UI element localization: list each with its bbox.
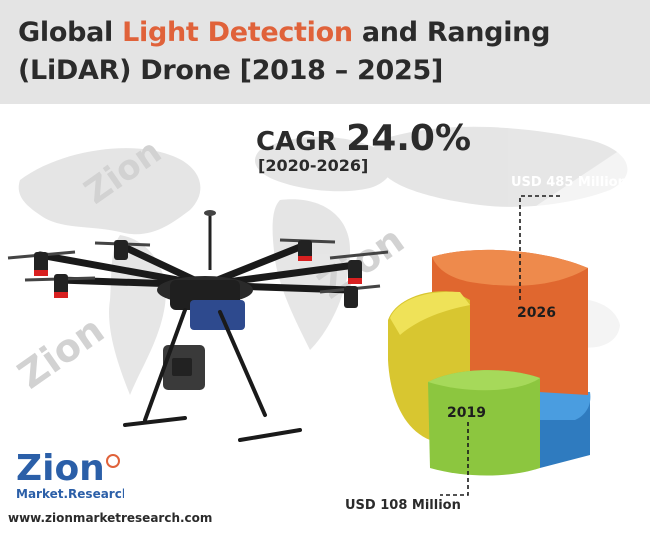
- header-band: Global Light Detection and Ranging (LiDA…: [0, 0, 650, 104]
- title-accent: Light Detection: [122, 17, 353, 48]
- page-title: Global Light Detection and Ranging (LiDA…: [18, 14, 638, 90]
- brand-logo: Zion Market.Research: [14, 446, 130, 504]
- world-map: [18, 126, 628, 395]
- pie-3d: [388, 249, 591, 476]
- callout-lines: [440, 195, 560, 496]
- cagr-label: CAGR: [256, 127, 337, 157]
- market-value-bottom: USD 108 Million: [345, 498, 461, 513]
- year-top-label: 2026: [517, 305, 556, 321]
- cagr-years: [2020-2026]: [258, 156, 369, 175]
- website-url[interactable]: www.zionmarketresearch.com: [8, 511, 213, 525]
- cagr-value: 24.0%: [346, 118, 472, 159]
- drone-illustration: [7, 210, 389, 442]
- title-line2: (LiDAR) Drone [2018 – 2025]: [18, 55, 444, 86]
- svg-text:Zion: Zion: [10, 308, 112, 398]
- svg-text:Zion: Zion: [16, 448, 105, 489]
- infographic-illustration: Zion Zion Zion: [7, 126, 650, 550]
- title-suffix: and Ranging: [352, 17, 551, 48]
- svg-text:Market.Research: Market.Research: [16, 487, 124, 501]
- cagr-block: CAGR 24.0%: [256, 118, 471, 159]
- title-prefix: Global: [18, 17, 123, 48]
- year-bottom-label: 2019: [447, 405, 486, 421]
- market-value-top: USD 485 Million: [511, 175, 627, 190]
